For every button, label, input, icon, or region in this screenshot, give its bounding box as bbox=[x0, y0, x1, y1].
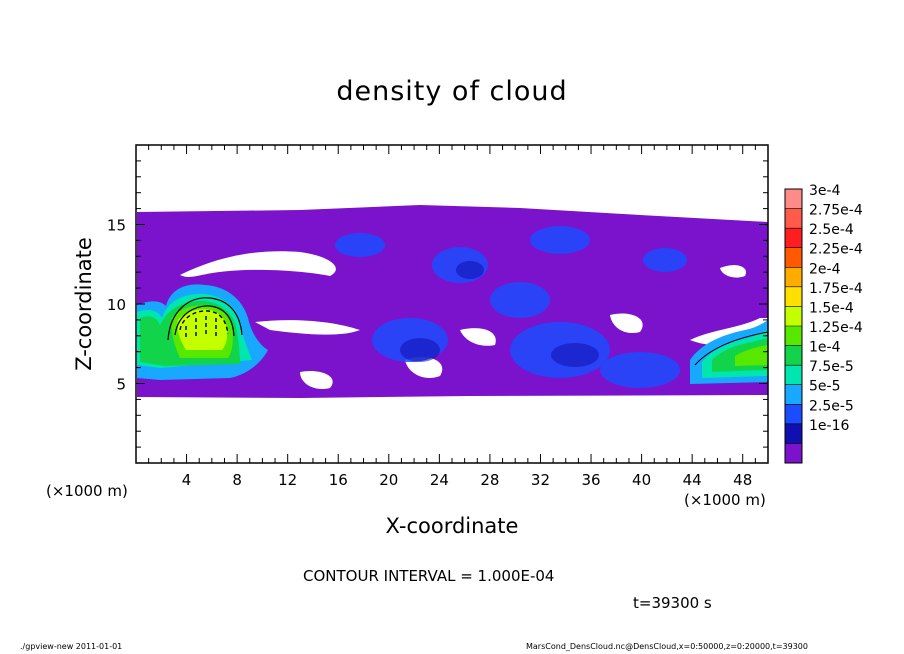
y-tick-label: 15 bbox=[107, 217, 126, 235]
x-tick-label: 24 bbox=[430, 471, 449, 489]
colorbar-swatch bbox=[785, 228, 802, 249]
colorbar-label: 2.5e-4 bbox=[809, 222, 854, 238]
footer-left: ./gpview-new 2011-01-01 bbox=[20, 642, 123, 651]
colorbar-swatch bbox=[785, 345, 802, 366]
dark-blue-patch bbox=[456, 261, 484, 279]
x-unit-label-right: (×1000 m) bbox=[684, 491, 766, 509]
x-tick-label: 48 bbox=[733, 471, 752, 489]
colorbar-label: 3e-4 bbox=[809, 183, 841, 199]
clear-gap bbox=[460, 328, 496, 346]
colorbar-swatch bbox=[785, 384, 802, 405]
colorbar-swatch bbox=[785, 443, 802, 464]
y-tick-label: 5 bbox=[116, 376, 126, 394]
left-plume bbox=[137, 284, 268, 380]
x-tick-label: 28 bbox=[480, 471, 499, 489]
blue-patch bbox=[490, 282, 550, 318]
x-tick-label: 32 bbox=[531, 471, 550, 489]
x-tick-label: 8 bbox=[232, 471, 242, 489]
dark-blue-patch bbox=[400, 338, 440, 362]
contour-interval-label: CONTOUR INTERVAL = 1.000E-04 bbox=[303, 567, 555, 585]
x-tick-label: 4 bbox=[182, 471, 192, 489]
footer-right: MarsCond_DensCloud.nc@DensCloud,x=0:5000… bbox=[526, 642, 808, 651]
x-unit-label-left: (×1000 m) bbox=[46, 482, 128, 500]
cloud-density-field bbox=[137, 205, 768, 398]
colorbar-label: 1.25e-4 bbox=[809, 320, 863, 336]
y-axis-label: Z-coordinate bbox=[72, 237, 96, 371]
colorbar-swatch bbox=[785, 247, 802, 268]
colorbar-label: 2.5e-5 bbox=[809, 398, 854, 414]
colorbar-label: 2.75e-4 bbox=[809, 203, 863, 219]
colorbar-label: 5e-5 bbox=[809, 379, 840, 395]
x-tick-label: 12 bbox=[278, 471, 297, 489]
colorbar-swatch bbox=[785, 286, 802, 307]
colorbar: 3e-4 2.75e-4 2.5e-4 2.25e-4 2e-4 1.75e-4 1.5e-… bbox=[784, 183, 863, 464]
chart-title: density of cloud bbox=[336, 76, 568, 107]
y-tick-label: 10 bbox=[107, 296, 126, 314]
x-axis-label: X-coordinate bbox=[385, 514, 519, 538]
colorbar-label: 1e-4 bbox=[809, 340, 841, 356]
time-label: t=39300 s bbox=[633, 594, 712, 612]
x-tick-label: 40 bbox=[632, 471, 651, 489]
colorbar-swatch bbox=[785, 306, 802, 327]
axis-ticks bbox=[136, 145, 768, 463]
x-tick-label: 16 bbox=[329, 471, 348, 489]
blue-patch bbox=[643, 248, 687, 272]
x-tick-label: 20 bbox=[379, 471, 398, 489]
x-tick-label: 44 bbox=[683, 471, 702, 489]
clear-gap bbox=[720, 265, 746, 278]
colorbar-label: 1.75e-4 bbox=[809, 281, 863, 297]
colorbar-label: 2.25e-4 bbox=[809, 242, 863, 258]
colorbar-label: 1.5e-4 bbox=[809, 300, 854, 316]
clear-gap bbox=[300, 370, 333, 390]
colorbar-swatch bbox=[785, 208, 802, 229]
colorbar-swatch bbox=[785, 365, 802, 386]
blue-patch bbox=[335, 233, 385, 257]
x-tick-label: 36 bbox=[581, 471, 600, 489]
clear-gap bbox=[180, 251, 336, 277]
colorbar-swatch bbox=[785, 189, 802, 210]
clear-gap bbox=[610, 313, 643, 334]
blue-patch bbox=[530, 226, 590, 254]
clear-gap bbox=[405, 356, 443, 379]
colorbar-label: 7.5e-5 bbox=[809, 359, 854, 375]
colorbar-swatch bbox=[785, 267, 802, 288]
colorbar-swatch bbox=[785, 404, 802, 425]
clear-gap bbox=[255, 320, 360, 335]
dark-blue-patch bbox=[551, 343, 599, 367]
right-plume bbox=[690, 320, 768, 384]
colorbar-label: 1e-16 bbox=[809, 418, 849, 434]
colorbar-swatch bbox=[785, 326, 802, 347]
colorbar-label: 2e-4 bbox=[809, 261, 841, 277]
colorbar-swatch bbox=[785, 423, 802, 444]
blue-patch bbox=[600, 352, 680, 388]
